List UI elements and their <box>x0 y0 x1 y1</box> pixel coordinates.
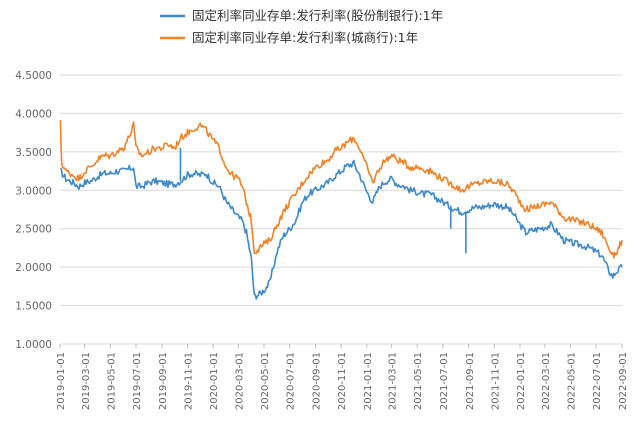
x-axis: 2019-01-01 2019-03-01 2019-05-01 2019-07-01… <box>56 344 629 410</box>
series-line-1 <box>59 159 623 300</box>
grid <box>60 74 622 345</box>
x-tick-label: 2021-11-01 <box>490 352 501 410</box>
x-tick-label: 2020-11-01 <box>337 352 348 410</box>
x-tick-label: 2019-11-01 <box>184 352 195 410</box>
x-tick-label: 2019-09-01 <box>158 352 169 410</box>
x-tick-label: 2022-07-01 <box>592 352 603 410</box>
x-tick-label: 2020-05-01 <box>260 352 271 410</box>
x-tick-label: 2021-05-01 <box>413 352 424 410</box>
x-tick-label: 2021-03-01 <box>388 352 399 410</box>
x-tick-label: 2019-07-01 <box>132 352 143 410</box>
legend: 固定利率同业存单:发行利率(股份制银行):1年固定利率同业存单:发行利率(城商行… <box>160 8 443 45</box>
x-tick-label: 2021-07-01 <box>439 352 450 410</box>
x-tick-label: 2020-01-01 <box>209 352 220 410</box>
x-tick-label: 2021-09-01 <box>465 352 476 410</box>
x-tick-label: 2022-09-01 <box>618 352 629 410</box>
series-group <box>59 119 623 300</box>
series-line-2 <box>59 119 623 259</box>
y-tick-label: 1.5000 <box>15 301 52 313</box>
y-tick-label: 3.5000 <box>15 147 52 159</box>
x-tick-label: 2022-03-01 <box>541 352 552 410</box>
x-tick-label: 2022-01-01 <box>516 352 527 410</box>
y-tick-label: 3.0000 <box>15 185 52 197</box>
x-tick-label: 2020-09-01 <box>312 352 323 410</box>
y-axis: 4.5000 4.0000 3.5000 3.0000 2.5000 2.0000 1.50… <box>15 70 52 351</box>
x-tick-label: 2021-01-01 <box>363 352 374 410</box>
x-tick-label: 2019-01-01 <box>56 352 67 410</box>
x-tick-label: 2019-05-01 <box>106 352 117 410</box>
x-tick-label: 2022-05-01 <box>566 352 577 410</box>
x-tick-label: 2020-07-01 <box>286 352 297 410</box>
y-tick-label: 4.0000 <box>15 108 52 120</box>
y-tick-label: 2.0000 <box>15 262 52 274</box>
x-tick-label: 2019-03-01 <box>81 352 92 410</box>
y-tick-label: 4.5000 <box>15 70 52 82</box>
legend-label-2: 固定利率同业存单:发行利率(城商行):1年 <box>192 30 418 45</box>
y-tick-label: 1.0000 <box>15 339 52 351</box>
legend-label-1: 固定利率同业存单:发行利率(股份制银行):1年 <box>192 8 443 23</box>
x-tick-label: 2020-03-01 <box>234 352 245 410</box>
y-tick-label: 2.5000 <box>15 224 52 236</box>
